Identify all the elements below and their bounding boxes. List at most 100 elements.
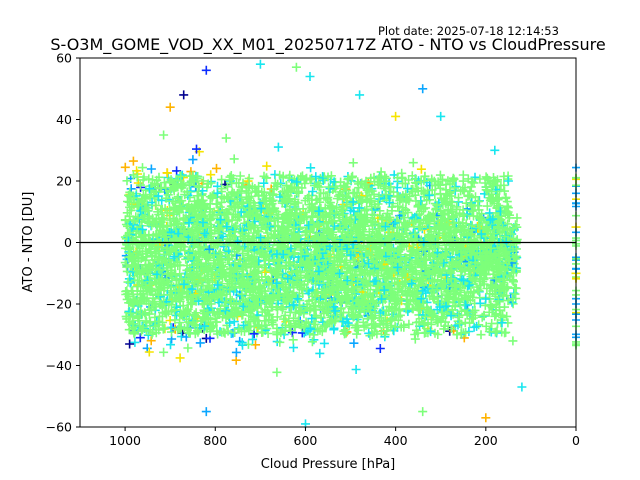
data-point	[347, 265, 357, 275]
data-point	[474, 320, 484, 330]
data-point	[273, 142, 283, 152]
data-point	[387, 206, 397, 216]
data-point	[133, 281, 143, 291]
data-point	[424, 219, 434, 229]
data-point	[421, 203, 430, 213]
data-point	[156, 205, 166, 215]
data-point	[374, 191, 384, 201]
data-point	[301, 228, 311, 238]
data-point	[128, 170, 138, 180]
data-point	[456, 306, 466, 316]
data-point	[183, 343, 193, 353]
data-point	[180, 227, 190, 237]
data-point	[288, 335, 298, 345]
data-point	[458, 185, 468, 195]
data-point	[375, 261, 385, 271]
data-point	[500, 186, 509, 196]
data-point	[509, 288, 519, 298]
data-point	[325, 184, 335, 194]
data-point	[152, 236, 162, 246]
data-point	[244, 250, 254, 260]
data-point	[306, 163, 316, 173]
data-point	[462, 231, 472, 241]
data-point	[476, 330, 486, 340]
data-point	[166, 340, 175, 350]
data-point	[259, 178, 269, 188]
data-point	[315, 348, 325, 358]
data-point	[284, 278, 294, 288]
data-point	[177, 170, 187, 180]
data-point	[508, 294, 518, 304]
data-point	[212, 163, 221, 173]
data-point	[146, 164, 156, 174]
data-point	[413, 202, 423, 212]
data-point	[225, 318, 235, 328]
data-point	[327, 202, 336, 212]
data-point	[299, 255, 309, 265]
data-point	[510, 283, 520, 293]
data-point	[412, 258, 422, 268]
data-point	[231, 347, 241, 357]
data-point	[192, 144, 201, 154]
data-point	[195, 338, 205, 348]
data-point	[492, 326, 502, 336]
data-point	[225, 172, 235, 182]
data-point	[144, 347, 154, 357]
plot-date: Plot date: 2025-07-18 12:14:53	[378, 24, 559, 38]
data-point	[272, 367, 282, 377]
data-point	[349, 338, 359, 348]
scatter-points	[120, 59, 581, 429]
data-point	[259, 260, 269, 270]
data-point	[384, 198, 394, 207]
data-point	[502, 250, 512, 260]
data-point	[395, 310, 405, 320]
data-point	[237, 338, 247, 348]
data-point	[177, 196, 187, 206]
data-point	[261, 173, 271, 183]
data-point	[321, 255, 331, 265]
data-point	[408, 158, 418, 168]
data-point	[475, 274, 485, 284]
data-point	[290, 260, 299, 269]
data-point	[229, 154, 239, 164]
data-point	[243, 339, 253, 349]
data-point	[235, 256, 245, 265]
data-point	[475, 298, 485, 308]
data-point	[339, 326, 349, 336]
data-point	[301, 272, 311, 282]
data-point	[166, 269, 176, 279]
data-point	[450, 302, 460, 312]
data-point	[477, 312, 487, 322]
data-point	[411, 196, 421, 206]
data-point	[128, 156, 138, 166]
data-point	[437, 252, 447, 262]
data-point	[395, 196, 405, 206]
data-point	[159, 347, 169, 357]
data-point	[404, 319, 414, 329]
data-point	[120, 162, 130, 172]
data-point	[416, 164, 426, 174]
data-point	[205, 244, 214, 254]
data-point	[508, 246, 518, 256]
data-point	[287, 328, 297, 338]
data-point	[470, 305, 480, 315]
data-point	[162, 168, 172, 178]
data-point	[138, 163, 147, 173]
data-point	[159, 323, 169, 333]
data-point	[304, 262, 314, 272]
data-point	[382, 305, 392, 315]
data-point	[375, 344, 385, 353]
data-point	[249, 329, 259, 339]
data-point	[231, 355, 241, 365]
data-point	[151, 264, 161, 274]
data-point	[130, 337, 140, 347]
data-point	[419, 204, 429, 214]
data-point	[138, 175, 148, 185]
data-point	[435, 170, 445, 180]
data-point	[214, 278, 224, 288]
data-point	[188, 155, 198, 165]
data-point	[446, 311, 456, 321]
data-point	[369, 210, 379, 220]
chart-title: S-O3M_GOME_VOD_XX_M01_20250717Z ATO - NT…	[50, 35, 605, 55]
data-point	[205, 204, 215, 214]
